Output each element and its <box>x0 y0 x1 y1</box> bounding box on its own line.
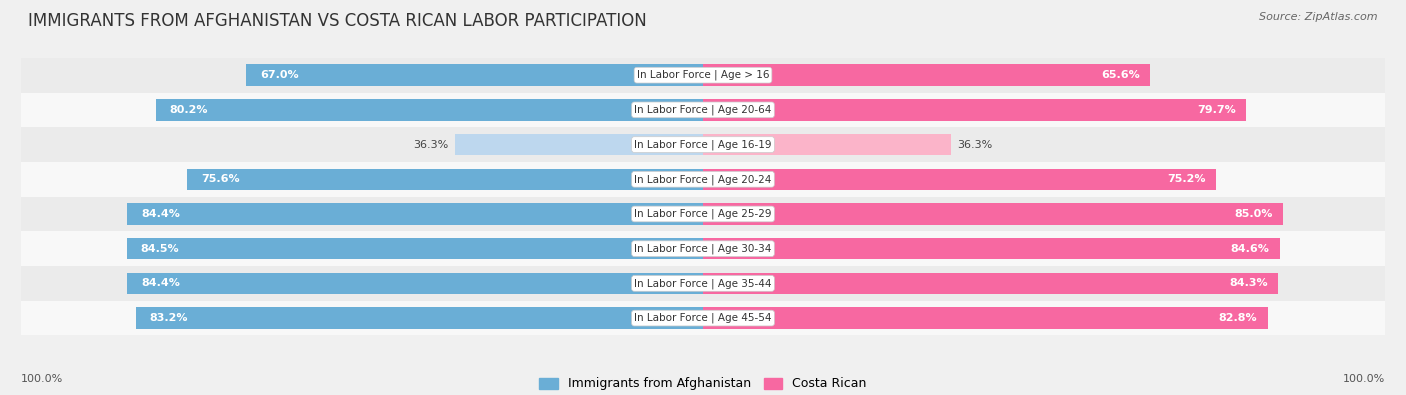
Text: 67.0%: 67.0% <box>260 70 298 80</box>
Text: 79.7%: 79.7% <box>1198 105 1236 115</box>
Bar <box>21 58 1385 92</box>
Text: 80.2%: 80.2% <box>170 105 208 115</box>
Bar <box>187 169 703 190</box>
Text: 75.2%: 75.2% <box>1167 174 1205 184</box>
Text: 65.6%: 65.6% <box>1101 70 1140 80</box>
Text: 84.3%: 84.3% <box>1229 278 1268 288</box>
Text: In Labor Force | Age 35-44: In Labor Force | Age 35-44 <box>634 278 772 289</box>
Text: Source: ZipAtlas.com: Source: ZipAtlas.com <box>1260 12 1378 22</box>
Text: 75.6%: 75.6% <box>201 174 240 184</box>
Bar <box>21 231 1385 266</box>
Bar <box>21 92 1385 127</box>
Bar <box>128 203 703 225</box>
Text: In Labor Force | Age 20-64: In Labor Force | Age 20-64 <box>634 105 772 115</box>
Bar <box>703 307 1268 329</box>
Text: 84.4%: 84.4% <box>141 278 180 288</box>
Bar <box>21 266 1385 301</box>
Text: In Labor Force | Age > 16: In Labor Force | Age > 16 <box>637 70 769 81</box>
Bar <box>21 301 1385 335</box>
Bar <box>21 127 1385 162</box>
Bar <box>127 238 703 260</box>
Text: In Labor Force | Age 30-34: In Labor Force | Age 30-34 <box>634 243 772 254</box>
Text: IMMIGRANTS FROM AFGHANISTAN VS COSTA RICAN LABOR PARTICIPATION: IMMIGRANTS FROM AFGHANISTAN VS COSTA RIC… <box>28 12 647 30</box>
Text: In Labor Force | Age 45-54: In Labor Force | Age 45-54 <box>634 313 772 324</box>
Text: In Labor Force | Age 16-19: In Labor Force | Age 16-19 <box>634 139 772 150</box>
Bar <box>246 64 703 86</box>
Bar <box>135 307 703 329</box>
Bar <box>703 134 950 155</box>
Bar <box>21 197 1385 231</box>
Text: 84.4%: 84.4% <box>141 209 180 219</box>
Bar <box>156 99 703 120</box>
Text: 83.2%: 83.2% <box>149 313 188 323</box>
Text: 85.0%: 85.0% <box>1234 209 1272 219</box>
Text: 84.5%: 84.5% <box>141 244 179 254</box>
Text: 100.0%: 100.0% <box>21 374 63 384</box>
Bar <box>456 134 703 155</box>
Text: In Labor Force | Age 25-29: In Labor Force | Age 25-29 <box>634 209 772 219</box>
Bar <box>703 99 1247 120</box>
Legend: Immigrants from Afghanistan, Costa Rican: Immigrants from Afghanistan, Costa Rican <box>534 372 872 395</box>
Bar <box>128 273 703 294</box>
Bar <box>703 169 1216 190</box>
Text: In Labor Force | Age 20-24: In Labor Force | Age 20-24 <box>634 174 772 184</box>
Bar <box>703 273 1278 294</box>
Text: 36.3%: 36.3% <box>413 139 449 150</box>
Bar <box>703 203 1282 225</box>
Text: 100.0%: 100.0% <box>1343 374 1385 384</box>
Bar <box>703 64 1150 86</box>
Bar <box>703 238 1279 260</box>
Bar <box>21 162 1385 197</box>
Text: 84.6%: 84.6% <box>1230 244 1270 254</box>
Text: 82.8%: 82.8% <box>1219 313 1257 323</box>
Text: 36.3%: 36.3% <box>957 139 993 150</box>
